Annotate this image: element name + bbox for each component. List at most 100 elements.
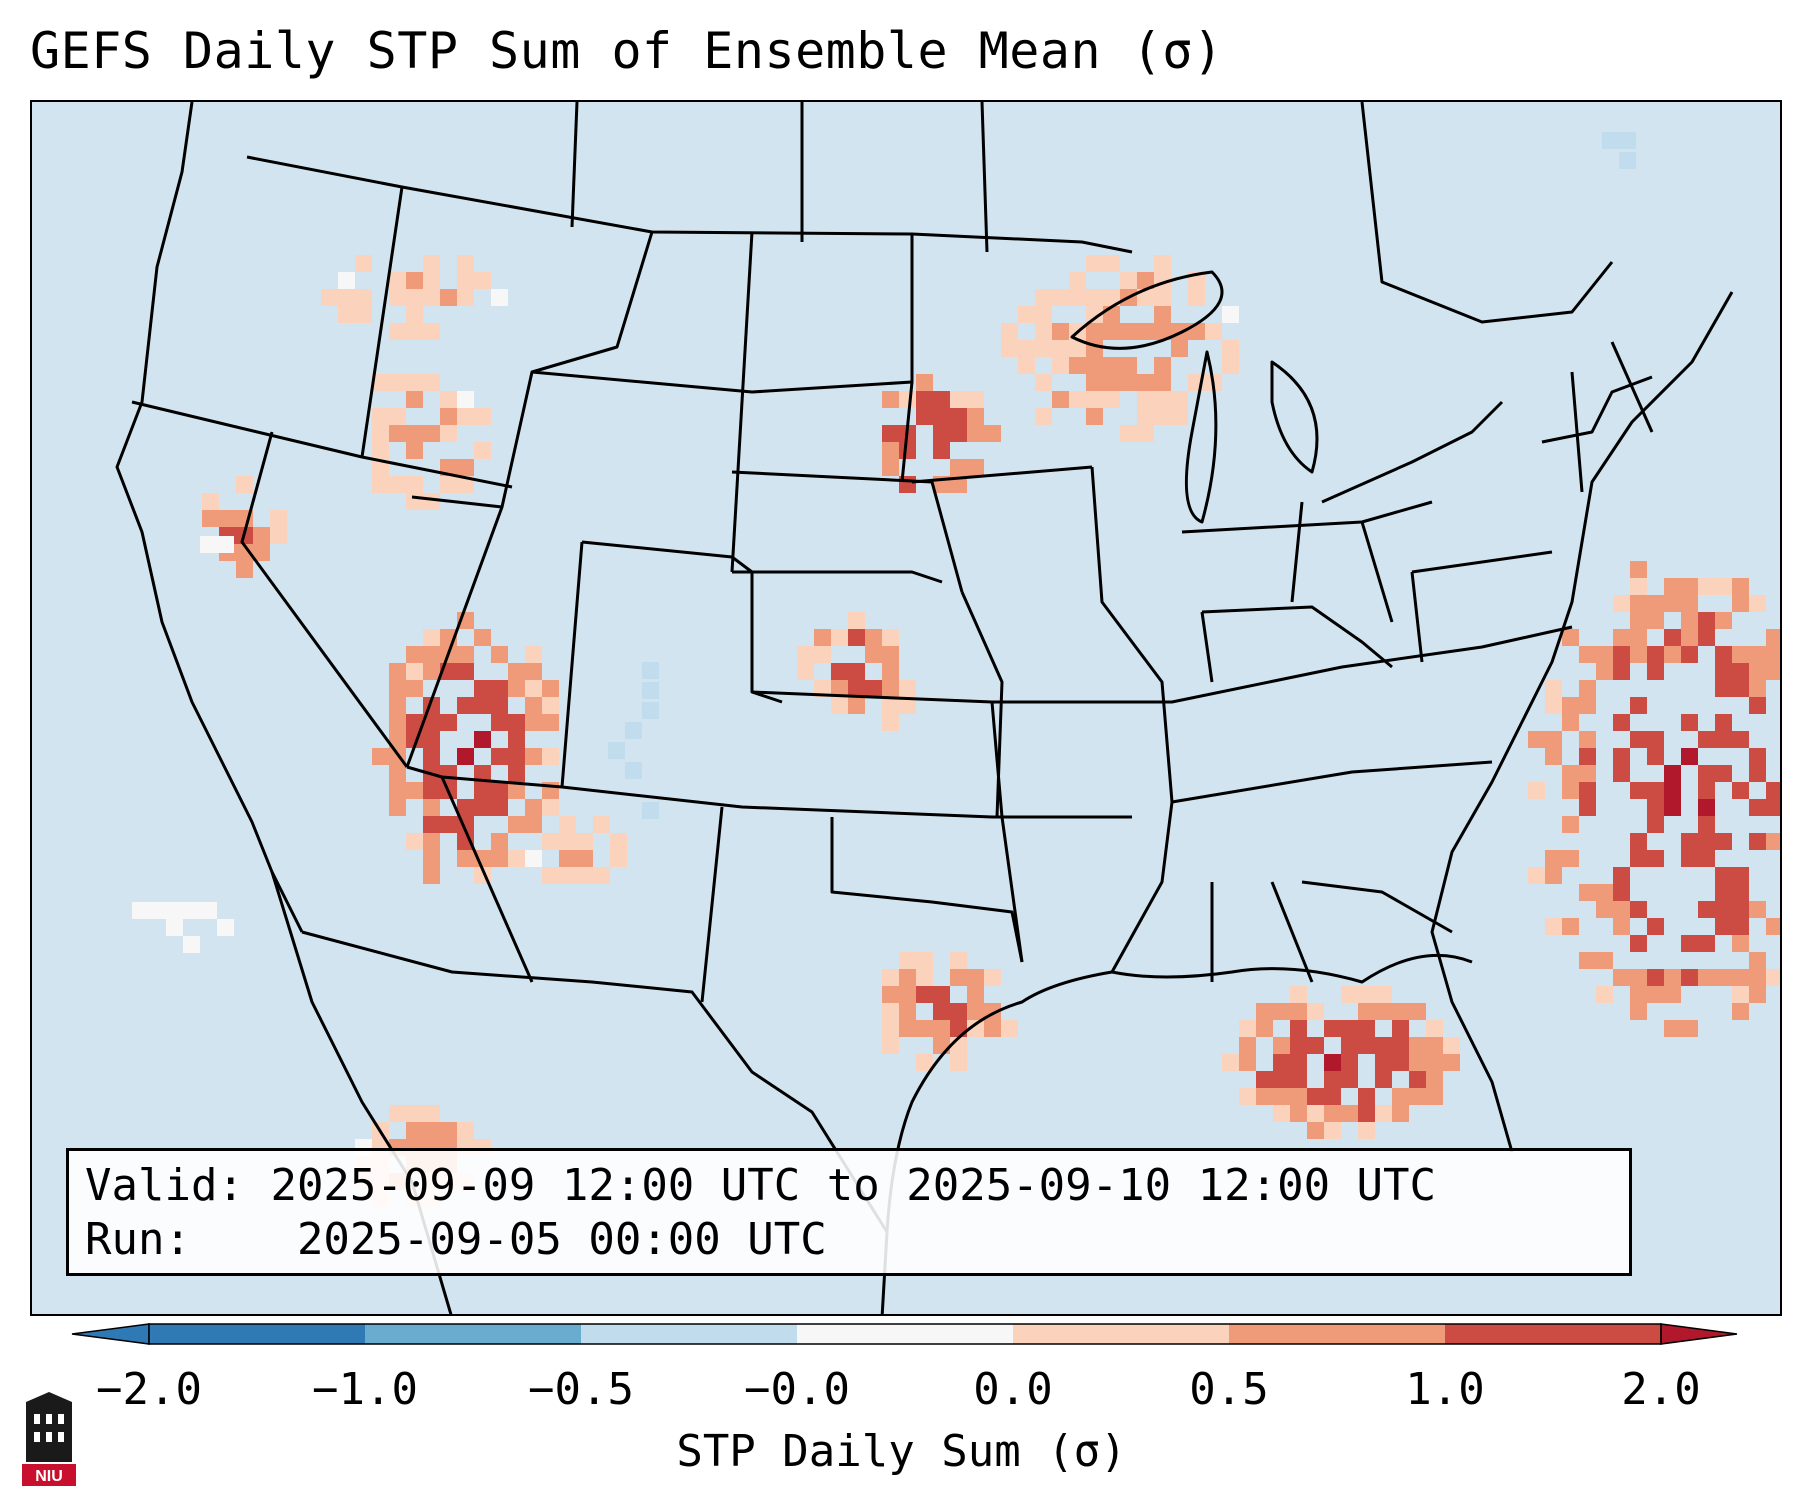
anomaly-cell bbox=[967, 391, 984, 408]
anomaly-cell bbox=[1273, 1071, 1290, 1088]
anomaly-cell bbox=[1290, 1037, 1307, 1054]
anomaly-cell bbox=[1307, 1105, 1324, 1122]
anomaly-cell bbox=[1596, 663, 1613, 680]
anomaly-cell bbox=[1103, 255, 1120, 272]
anomaly-cell bbox=[933, 442, 950, 459]
anomaly-cell bbox=[1273, 1088, 1290, 1105]
lake-michigan bbox=[1184, 350, 1218, 524]
anomaly-cell bbox=[593, 816, 610, 833]
anomaly-cell bbox=[355, 289, 372, 306]
anomaly-cell bbox=[1239, 1088, 1256, 1105]
anomaly-cell bbox=[1239, 1020, 1256, 1037]
state-line bbox=[732, 570, 943, 584]
anomaly-cell bbox=[1766, 833, 1780, 850]
anomaly-cell bbox=[1664, 799, 1681, 816]
anomaly-cell bbox=[1766, 969, 1780, 986]
anomaly-cell bbox=[1086, 289, 1103, 306]
anomaly-cell bbox=[406, 1105, 423, 1122]
colorbar-tick: −1.0 bbox=[312, 1364, 418, 1415]
anomaly-cell bbox=[355, 255, 372, 272]
anomaly-cell bbox=[1154, 391, 1171, 408]
anomaly-cell bbox=[491, 646, 508, 663]
anomaly-cell bbox=[1392, 1020, 1409, 1037]
anomaly-cell bbox=[457, 697, 474, 714]
anomaly-cell bbox=[1256, 1020, 1273, 1037]
anomaly-cell bbox=[1664, 646, 1681, 663]
anomaly-cell bbox=[542, 680, 559, 697]
anomaly-cell bbox=[865, 680, 882, 697]
anomaly-cell bbox=[1630, 629, 1647, 646]
anomaly-cell bbox=[950, 459, 967, 476]
anomaly-cell bbox=[1664, 595, 1681, 612]
anomaly-cell bbox=[1766, 799, 1780, 816]
anomaly-cell bbox=[1715, 884, 1732, 901]
valid-value: 2025-09-09 12:00 UTC to 2025-09-10 12:00… bbox=[270, 1160, 1437, 1211]
anomaly-cell bbox=[1715, 578, 1732, 595]
anomaly-cell bbox=[1086, 391, 1103, 408]
anomaly-cell bbox=[1715, 867, 1732, 884]
anomaly-cell bbox=[1086, 374, 1103, 391]
anomaly-cell bbox=[525, 680, 542, 697]
anomaly-cell bbox=[1001, 340, 1018, 357]
anomaly-cell bbox=[1528, 782, 1545, 799]
anomaly-cell bbox=[440, 816, 457, 833]
anomaly-cell bbox=[389, 408, 406, 425]
anomaly-cell bbox=[1154, 357, 1171, 374]
anomaly-cell bbox=[457, 476, 474, 493]
anomaly-cell bbox=[848, 629, 865, 646]
anomaly-cell bbox=[1358, 986, 1375, 1003]
anomaly-cell bbox=[1647, 969, 1664, 986]
anomaly-cell bbox=[1443, 1054, 1460, 1071]
run-label: Run: bbox=[85, 1214, 191, 1265]
state-line bbox=[440, 776, 534, 983]
state-line bbox=[1290, 501, 1304, 603]
anomaly-cell bbox=[1358, 1088, 1375, 1105]
anomaly-cell bbox=[1579, 799, 1596, 816]
anomaly-cell bbox=[1613, 765, 1630, 782]
anomaly-cell bbox=[882, 714, 899, 731]
anomaly-cell bbox=[1324, 1105, 1341, 1122]
anomaly-cell bbox=[984, 425, 1001, 442]
anomaly-cell bbox=[1732, 969, 1749, 986]
anomaly-cell bbox=[1749, 799, 1766, 816]
anomaly-cell bbox=[1273, 1105, 1290, 1122]
anomaly-cell bbox=[1749, 969, 1766, 986]
anomaly-cell bbox=[389, 697, 406, 714]
anomaly-cell bbox=[1052, 289, 1069, 306]
anomaly-cell bbox=[1137, 391, 1154, 408]
anomaly-cell bbox=[1630, 646, 1647, 663]
colorbar-extend-high bbox=[1660, 1323, 1738, 1345]
valid-time-box: Valid: 2025-09-09 12:00 UTC to 2025-09-1… bbox=[66, 1148, 1632, 1276]
anomaly-cell bbox=[1732, 782, 1749, 799]
lake-superior bbox=[1070, 270, 1224, 350]
anomaly-cell bbox=[372, 476, 389, 493]
anomaly-cell bbox=[457, 459, 474, 476]
anomaly-cell bbox=[219, 510, 236, 527]
state-line bbox=[1000, 816, 1024, 963]
anomaly-cell bbox=[1732, 867, 1749, 884]
state-line bbox=[1110, 801, 1174, 973]
anomaly-cell bbox=[525, 646, 542, 663]
anomaly-cell bbox=[1715, 765, 1732, 782]
anomaly-cell bbox=[1392, 1037, 1409, 1054]
anomaly-cell bbox=[1647, 731, 1664, 748]
anomaly-cell bbox=[1290, 986, 1307, 1003]
anomaly-cell bbox=[1579, 646, 1596, 663]
colorbar bbox=[71, 1323, 1738, 1345]
anomaly-cell bbox=[457, 391, 474, 408]
anomaly-cell bbox=[1715, 646, 1732, 663]
colorbar-extend-low bbox=[71, 1323, 150, 1345]
anomaly-cell bbox=[372, 374, 389, 391]
anomaly-cell bbox=[440, 425, 457, 442]
anomaly-cell bbox=[1324, 1020, 1341, 1037]
anomaly-cell bbox=[1256, 1003, 1273, 1020]
lake-huron bbox=[1270, 360, 1319, 474]
anomaly-cell bbox=[1630, 833, 1647, 850]
anomaly-cell bbox=[1120, 272, 1137, 289]
anomaly-cell bbox=[1018, 357, 1035, 374]
anomaly-cell bbox=[1375, 1071, 1392, 1088]
west-coastline bbox=[115, 102, 304, 933]
state-line bbox=[405, 506, 504, 768]
anomaly-cell bbox=[1749, 663, 1766, 680]
anomaly-cell bbox=[166, 902, 183, 919]
